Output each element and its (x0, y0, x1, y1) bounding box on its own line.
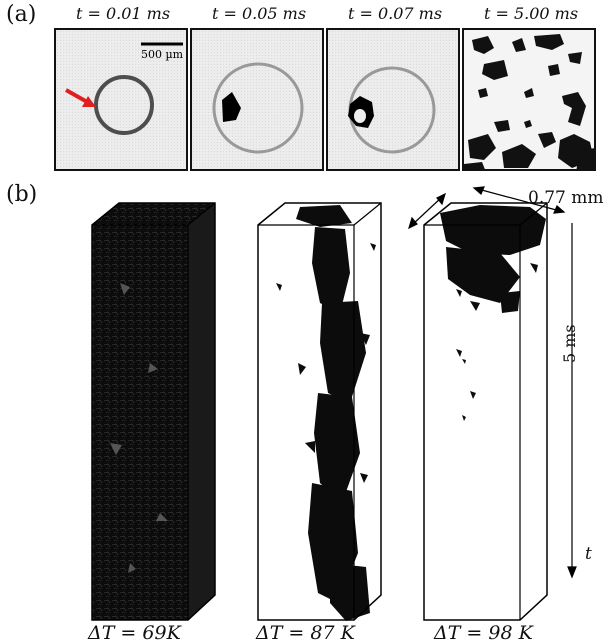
depth-dimension-arrow (408, 192, 446, 230)
delta-label-1: ΔT = 69K (88, 622, 181, 644)
time-label-3: t = 0.07 ms (347, 4, 443, 23)
red-arrow-icon (65, 88, 96, 107)
delta-label-2: ΔT = 87 K (256, 622, 355, 644)
time-label-2: t = 0.05 ms (211, 4, 307, 23)
frame-2-bubble (190, 28, 324, 171)
time-axis-arrow (567, 223, 577, 579)
width-label: 0.77 mm (528, 188, 604, 208)
box-1-isosurface (91, 202, 216, 621)
frame-1-bubble: 500 µm (54, 28, 188, 171)
width-dimension-arrow (472, 186, 566, 214)
scale-bar-label: 500 µm (141, 48, 184, 61)
time-span-label: 5 ms (560, 324, 579, 363)
panel-b-label: (b) (6, 182, 38, 207)
time-label-4: t = 5.00 ms (483, 4, 579, 23)
box-2-isosurface (257, 202, 382, 621)
panel-a-label: (a) (6, 2, 37, 27)
delta-label-3: ΔT = 98 K (434, 622, 533, 644)
frame-3-bubble (326, 28, 460, 171)
frame-4-turbulent (462, 28, 596, 171)
time-axis-label: t (585, 544, 592, 564)
time-label-1: t = 0.01 ms (75, 4, 171, 23)
iso-surface-plots (91, 186, 577, 621)
box-3-isosurface (423, 202, 548, 621)
